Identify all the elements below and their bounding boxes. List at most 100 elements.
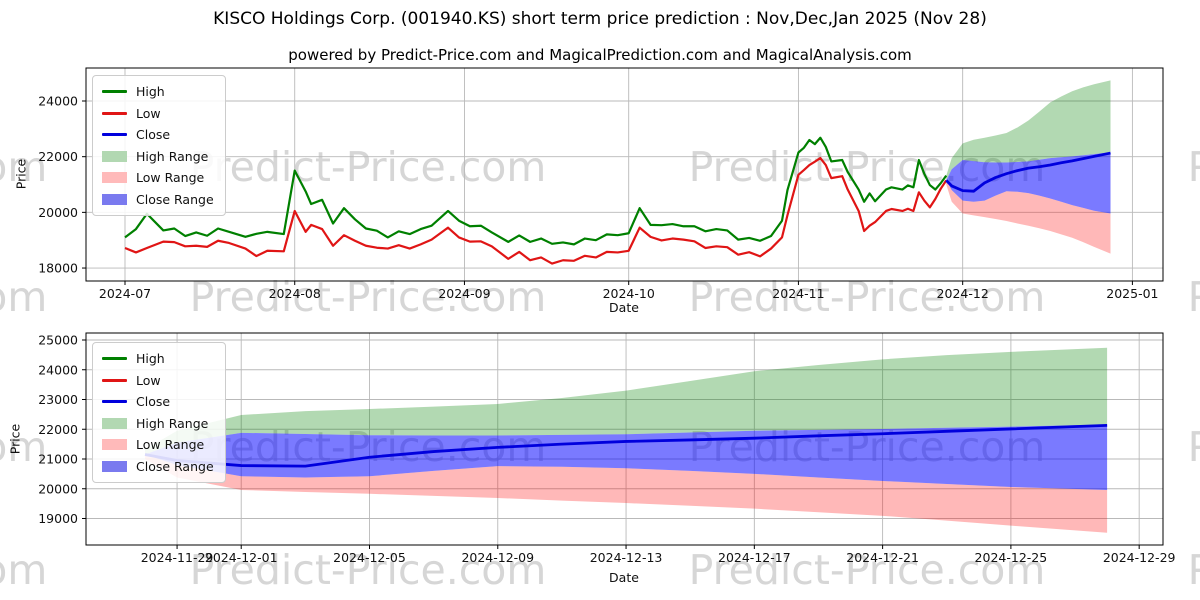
x-axis-ticks: 2024-07 2024-08 2024-09 2024-10 2024-11 2024-… bbox=[99, 281, 1159, 301]
legend-line-swatch bbox=[102, 400, 127, 404]
bottom-y-axis-label: Price bbox=[7, 423, 23, 455]
x-tick-label: 2024-12-13 bbox=[590, 550, 663, 565]
watermark-text: Predict-Price.com bbox=[0, 143, 48, 191]
y-tick-label: 21000 bbox=[38, 452, 78, 467]
legend-line-swatch bbox=[102, 378, 127, 382]
gridlines bbox=[86, 68, 1163, 281]
top-x-axis-label: Date bbox=[609, 300, 639, 315]
x-tick-label: 2024-12-01 bbox=[205, 550, 278, 565]
legend-item-label: Low Range bbox=[136, 437, 205, 453]
y-tick-label: 24000 bbox=[38, 362, 78, 377]
legend-item: High Range bbox=[102, 147, 214, 167]
bottom-x-axis-label: Date bbox=[609, 570, 639, 585]
legend-item-label: Close Range bbox=[136, 458, 214, 474]
high-range-band bbox=[946, 80, 1111, 181]
watermark-text: Predict-Price.com bbox=[1188, 143, 1200, 191]
legend-item: High Range bbox=[102, 414, 214, 434]
watermark-text: Predict-Price.com bbox=[1188, 546, 1200, 594]
legend-patch-swatch bbox=[102, 193, 127, 205]
y-tick-label: 22000 bbox=[38, 422, 78, 437]
legend-line-swatch bbox=[102, 90, 127, 94]
watermark-text: Predict-Price.com bbox=[688, 546, 1046, 594]
watermark-text: Predict-Price.com bbox=[1188, 273, 1200, 321]
close-line bbox=[144, 423, 1108, 468]
legend-line-swatch bbox=[102, 111, 127, 115]
low-range-band bbox=[946, 180, 1111, 254]
close-line bbox=[945, 151, 1111, 193]
legend-item-label: Low bbox=[136, 105, 161, 121]
y-axis-ticks: 19000 20000 21000 22000 23000 24000 25000 bbox=[38, 333, 86, 526]
x-tick-label: 2024-08 bbox=[269, 286, 321, 301]
x-tick-label: 2024-07 bbox=[99, 286, 151, 301]
x-tick-label: 2024-12-05 bbox=[333, 550, 406, 565]
chart-title: KISCO Holdings Corp. (001940.KS) short t… bbox=[213, 9, 987, 29]
low-range-band bbox=[145, 454, 1108, 533]
legend-item-label: Low bbox=[136, 372, 161, 388]
top-y-axis-label: Price bbox=[13, 158, 29, 190]
prediction-bands bbox=[946, 80, 1111, 254]
legend-item: Close bbox=[102, 125, 214, 145]
legend-item: High bbox=[102, 349, 214, 369]
legend-item: Low bbox=[102, 371, 214, 391]
x-tick-label: 2024-12-09 bbox=[461, 550, 534, 565]
legend-item: High bbox=[102, 82, 214, 102]
legend-item: Low Range bbox=[102, 435, 214, 455]
legend-item: Low Range bbox=[102, 168, 214, 188]
legend-item: Close bbox=[102, 392, 214, 412]
y-tick-label: 20000 bbox=[38, 481, 78, 496]
y-tick-label: 18000 bbox=[38, 261, 78, 276]
chart-subtitle: powered by Predict-Price.com and Magical… bbox=[288, 46, 912, 64]
x-tick-label: 2024-11-29 bbox=[141, 550, 214, 565]
bottom-chart-legend: High Low Close High Range Low Range Close Ran… bbox=[92, 342, 226, 483]
close-range-band bbox=[145, 424, 1108, 490]
x-tick-label: 2024-12-21 bbox=[846, 550, 919, 565]
y-tick-label: 19000 bbox=[38, 511, 78, 526]
legend-item-label: High Range bbox=[136, 148, 209, 164]
high-line bbox=[124, 136, 948, 246]
y-tick-label: 20000 bbox=[38, 205, 78, 220]
plot-frame bbox=[85, 67, 1164, 282]
watermark-text: Predict-Price.com bbox=[0, 273, 48, 321]
y-tick-label: 24000 bbox=[38, 94, 78, 109]
legend-item-label: High Range bbox=[136, 415, 209, 431]
top-chart: 2024-07 2024-08 2024-09 2024-10 2024-11 2024-… bbox=[38, 67, 1164, 301]
legend-item-label: Low Range bbox=[136, 170, 205, 186]
watermark-text: Predict-Price.com bbox=[189, 143, 547, 191]
watermark-text: Predict-Price.com bbox=[0, 546, 48, 594]
y-tick-label: 25000 bbox=[38, 333, 78, 348]
legend-item: Close Range bbox=[102, 190, 214, 210]
low-line bbox=[124, 156, 948, 265]
plot-frame bbox=[85, 332, 1164, 546]
watermark-text: Predict-Price.com bbox=[0, 423, 48, 471]
x-tick-label: 2024-09 bbox=[438, 286, 490, 301]
legend-item: Close Range bbox=[102, 457, 214, 477]
legend-item-label: Close bbox=[136, 127, 171, 143]
legend-patch-swatch bbox=[102, 172, 127, 184]
y-tick-label: 22000 bbox=[38, 149, 78, 164]
x-tick-label: 2024-11 bbox=[772, 286, 824, 301]
y-tick-label: 23000 bbox=[38, 392, 78, 407]
legend-patch-swatch bbox=[102, 460, 127, 472]
high-range-band bbox=[145, 347, 1108, 455]
prediction-bands bbox=[145, 347, 1108, 533]
y-axis-ticks: 18000 20000 22000 24000 bbox=[38, 94, 86, 276]
legend-item-label: High bbox=[136, 84, 165, 100]
watermark-text: Predict-Price.com bbox=[189, 546, 547, 594]
legend-patch-swatch bbox=[102, 150, 127, 162]
legend-patch-swatch bbox=[102, 417, 127, 429]
legend-line-swatch bbox=[102, 133, 127, 137]
legend-item-label: Close Range bbox=[136, 191, 214, 207]
legend-item-label: Close bbox=[136, 394, 171, 410]
close-range-band bbox=[946, 152, 1111, 214]
legend-item: Low bbox=[102, 104, 214, 124]
x-tick-label: 2024-12-29 bbox=[1103, 550, 1176, 565]
x-tick-label: 2024-12-25 bbox=[975, 550, 1048, 565]
legend-line-swatch bbox=[102, 357, 127, 361]
x-tick-label: 2025-01 bbox=[1106, 286, 1158, 301]
x-tick-label: 2024-12 bbox=[937, 286, 989, 301]
legend-item-label: High bbox=[136, 351, 165, 367]
